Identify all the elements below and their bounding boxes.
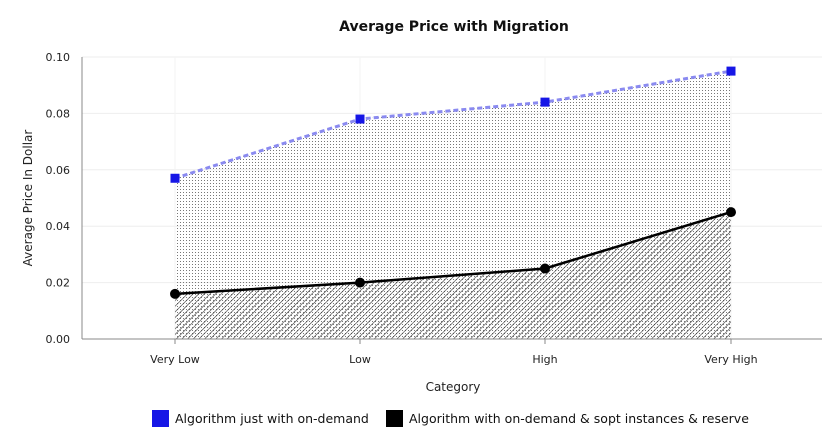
legend-item-1[interactable]: Algorithm with on-demand & sopt instance… bbox=[386, 410, 749, 427]
series-line-1 bbox=[174, 210, 732, 296]
y-tick-label: 0.02 bbox=[46, 277, 71, 290]
data-point-s0-3 bbox=[726, 66, 736, 76]
data-point-s0-0 bbox=[170, 173, 180, 183]
data-point-s1-0 bbox=[170, 288, 180, 299]
data-point-s1-3 bbox=[726, 207, 736, 218]
x-tick-label: Low bbox=[349, 353, 371, 366]
legend-label: Algorithm with on-demand & sopt instance… bbox=[409, 411, 749, 426]
y-tick-label: 0.04 bbox=[46, 220, 71, 233]
y-axis-label: Average Price In Dollar bbox=[21, 130, 35, 267]
y-tick-label: 0.06 bbox=[46, 164, 71, 177]
data-point-s1-1 bbox=[355, 277, 365, 288]
data-point-s0-2 bbox=[540, 97, 550, 107]
legend-swatch bbox=[152, 410, 169, 427]
axes bbox=[81, 57, 822, 344]
legend-swatch bbox=[386, 410, 403, 427]
series-line-0 bbox=[174, 69, 732, 180]
series-lines bbox=[174, 69, 732, 296]
y-tick-label: 0.00 bbox=[46, 333, 71, 346]
y-tick-label: 0.08 bbox=[46, 107, 71, 120]
chart-title: Average Price with Migration bbox=[339, 19, 569, 35]
x-axis-label: Category bbox=[426, 380, 481, 394]
series-areas bbox=[175, 71, 731, 339]
y-tick-label: 0.10 bbox=[46, 51, 71, 64]
data-point-s0-1 bbox=[355, 114, 365, 124]
legend-label: Algorithm just with on-demand bbox=[175, 411, 369, 426]
legend: Algorithm just with on-demand Algorithm w… bbox=[152, 410, 749, 427]
x-tick-label: High bbox=[532, 353, 557, 366]
x-tick-labels: Very Low Low High Very High bbox=[150, 353, 757, 366]
x-tick-label: Very Low bbox=[150, 353, 200, 366]
data-point-s1-2 bbox=[540, 263, 550, 274]
legend-item-0[interactable]: Algorithm just with on-demand bbox=[152, 410, 369, 427]
x-tick-label: Very High bbox=[704, 353, 757, 366]
y-tick-labels: 0.00 0.02 0.04 0.06 0.08 0.10 bbox=[46, 51, 71, 346]
series-markers bbox=[170, 66, 736, 299]
